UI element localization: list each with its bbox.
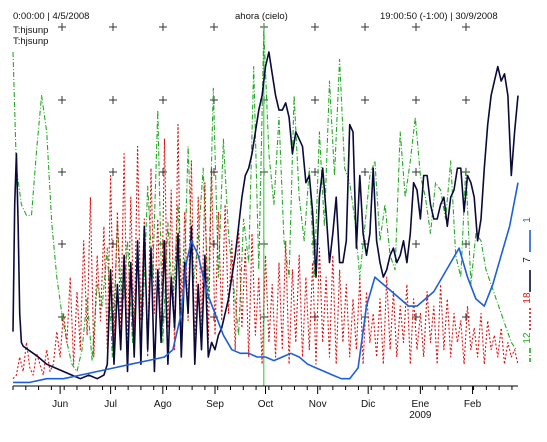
grid-cross <box>109 168 117 176</box>
series-line-18 <box>12 124 519 380</box>
grid-cross <box>159 23 167 31</box>
now-label: ahora (cielo) <box>235 11 288 22</box>
grid-cross <box>412 23 420 31</box>
x-tick-label: Dic <box>361 399 375 410</box>
x-tick-label: Feb <box>464 399 482 410</box>
legend-label: 1 <box>522 217 533 223</box>
legend-label: 7 <box>522 257 533 263</box>
x-tick-label: Oct <box>258 399 274 410</box>
x-tick-label: Ene <box>411 399 429 410</box>
grid-cross <box>109 23 117 31</box>
grid-cross <box>109 240 117 248</box>
grid-cross <box>311 96 319 104</box>
grid-cross <box>361 96 369 104</box>
grid-cross <box>210 240 218 248</box>
target-tag: T:hjsunp <box>13 25 49 36</box>
grid-cross <box>311 23 319 31</box>
grid-cross <box>462 96 470 104</box>
legend-item-12: 12 <box>522 332 533 362</box>
grid-cross <box>462 23 470 31</box>
x-axis: Jun Jul Ago Sep Oct Nov Dic Ene Feb 2009 <box>12 386 513 421</box>
series-line-12 <box>12 29 517 373</box>
grid-cross <box>210 23 218 31</box>
grid-cross <box>361 23 369 31</box>
legend-label: 12 <box>522 332 533 344</box>
grid-cross <box>412 240 420 248</box>
x-tick-label: Ago <box>154 399 172 410</box>
grid-cross <box>58 23 66 31</box>
grid-cross <box>58 96 66 104</box>
x-tick-label: Jun <box>52 399 68 410</box>
start-datetime-label: 0:00:00 | 4/5/2008 <box>13 11 90 22</box>
legend-item-7: 7 <box>522 257 533 292</box>
year-label: 2009 <box>409 410 432 421</box>
x-tick-label: Nov <box>309 399 327 410</box>
legend: 12 18 7 1 <box>522 217 533 362</box>
x-tick-label: Sep <box>206 399 224 410</box>
grid-cross <box>109 96 117 104</box>
current-datetime-label: 19:00:50 (-1:00) | 30/9/2008 <box>380 11 498 22</box>
grid-cross <box>412 313 420 321</box>
x-tick-label: Jul <box>104 399 117 410</box>
grid-cross <box>58 168 66 176</box>
grid-cross <box>58 240 66 248</box>
series-line-7 <box>12 51 519 380</box>
grid-cross <box>412 96 420 104</box>
series-layer <box>12 29 519 384</box>
legend-item-1: 1 <box>522 217 533 252</box>
grid-cross <box>361 168 369 176</box>
grid-cross <box>159 96 167 104</box>
grid-cross <box>210 168 218 176</box>
grid-cross <box>412 168 420 176</box>
legend-label: 18 <box>522 292 533 304</box>
legend-item-18: 18 <box>522 292 533 330</box>
grid-cross <box>159 168 167 176</box>
series-line-1 <box>13 182 519 384</box>
target-tag: T:hjsunp <box>13 36 49 47</box>
